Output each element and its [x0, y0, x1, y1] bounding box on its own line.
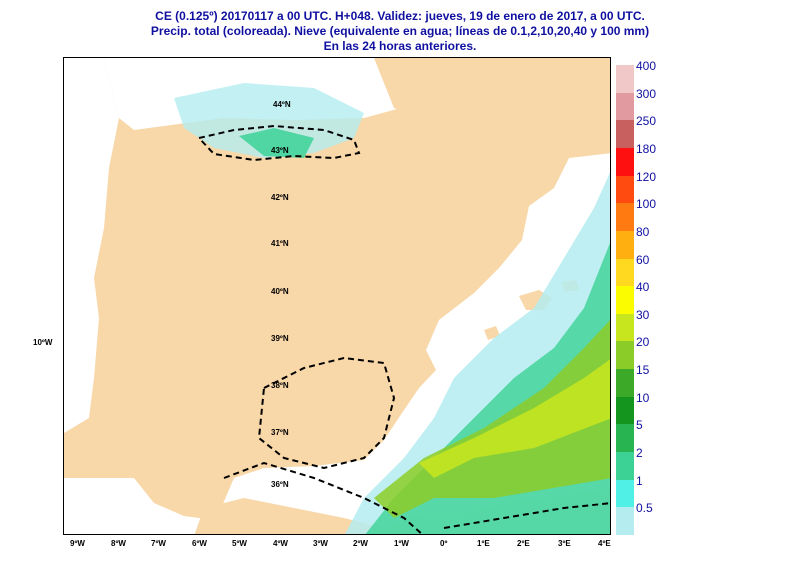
map-title-line-1: CE (0.125º) 20170117 a 00 UTC. H+048. Va…	[155, 9, 645, 23]
iberian-peninsula-land	[64, 58, 610, 520]
lon-label-4w: 4ºW	[273, 539, 288, 548]
precip-band-core	[419, 359, 610, 478]
legend-label-80: 80	[636, 224, 650, 239]
legend-swatch-120	[616, 175, 634, 204]
lon-label-2e: 2ºE	[517, 539, 530, 548]
lat-label-38: 38ºN	[271, 381, 289, 390]
legend-label-5: 5	[636, 418, 643, 433]
map-title-line-3: En las 24 horas anteriores.	[323, 39, 477, 53]
lat-label-44: 44ºN	[273, 100, 291, 109]
legend-swatch-300	[616, 92, 634, 121]
lon-label-8w: 8ºW	[111, 539, 126, 548]
legend-label-30: 30	[636, 307, 650, 322]
lat-label-42: 42ºN	[271, 193, 289, 202]
precipitation-map	[63, 57, 611, 535]
legend-swatch-20	[616, 341, 634, 370]
legend-label-1: 1	[636, 473, 643, 488]
snow-contour-africa	[223, 461, 610, 534]
legend-swatch-250	[616, 120, 634, 148]
legend-swatch-400	[616, 65, 634, 93]
lon-label-6w: 6ºW	[192, 539, 207, 548]
legend-label-0.5: 0.5	[636, 501, 653, 516]
lon-label-2w: 2ºW	[353, 539, 368, 548]
legend-label-2: 2	[636, 446, 643, 461]
lon-label-1e: 1ºE	[477, 539, 490, 548]
lat-label-39: 39ºN	[271, 334, 289, 343]
legend-label-15: 15	[636, 363, 650, 378]
snow-contour-north	[197, 124, 361, 162]
legend-label-300: 300	[636, 86, 657, 101]
legend-swatch-0.5	[616, 507, 634, 535]
side-lat-label: 10ºW	[33, 338, 53, 347]
lon-label-5w: 5ºW	[232, 539, 247, 548]
legend-label-180: 180	[636, 141, 657, 156]
legend-swatch-2	[616, 452, 634, 480]
legend-swatch-1	[616, 479, 634, 508]
lon-label-3e: 3ºE	[558, 539, 571, 548]
atlantic-ocean	[64, 58, 119, 433]
lon-label-3w: 3ºW	[313, 539, 328, 548]
precip-legend	[616, 65, 634, 535]
legend-label-20: 20	[636, 335, 650, 350]
france-land	[374, 58, 610, 148]
lon-label-1w: 1ºW	[394, 539, 409, 548]
legend-swatch-180	[616, 147, 634, 176]
legend-swatch-60	[616, 258, 634, 287]
legend-label-10: 10	[636, 390, 650, 405]
legend-label-60: 60	[636, 252, 650, 267]
lon-label-4e: 4ºE	[598, 539, 611, 548]
map-title-line-2: Precip. total (coloreada). Nieve (equiva…	[150, 24, 650, 38]
lon-label-9w: 9ºW	[70, 539, 85, 548]
map-canvas	[64, 58, 610, 534]
legend-label-120: 120	[636, 169, 657, 184]
precip-cantabria-core	[239, 128, 314, 158]
lon-label-7w: 7ºW	[151, 539, 166, 548]
precip-cantabria	[174, 83, 364, 158]
legend-swatch-40	[616, 286, 634, 314]
lat-label-37: 37ºN	[271, 428, 289, 437]
lon-label-0: 0º	[440, 539, 448, 548]
legend-swatch-100	[616, 203, 634, 231]
snow-contour-south	[257, 356, 396, 470]
legend-swatch-10	[616, 396, 634, 425]
lat-label-40: 40ºN	[271, 287, 289, 296]
lat-label-41: 41ºN	[271, 239, 289, 248]
legend-swatch-30	[616, 313, 634, 342]
legend-swatch-15	[616, 369, 634, 397]
legend-label-40: 40	[636, 280, 650, 295]
lat-label-36: 36ºN	[271, 480, 289, 489]
legend-swatch-5	[616, 424, 634, 453]
legend-label-250: 250	[636, 114, 657, 129]
legend-swatch-80	[616, 230, 634, 259]
legend-label-400: 400	[636, 59, 657, 73]
legend-label-100: 100	[636, 197, 657, 212]
lat-label-43: 43ºN	[271, 146, 289, 155]
